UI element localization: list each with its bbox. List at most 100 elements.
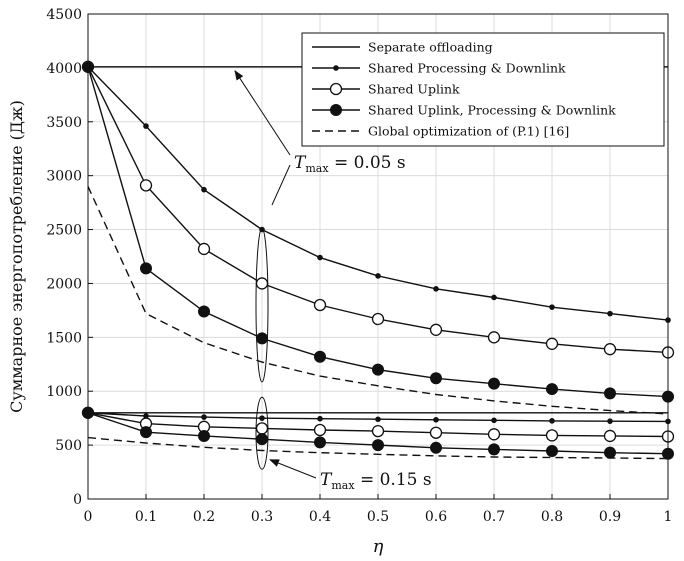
data-point <box>372 363 384 376</box>
x-tick-label: 0.4 <box>309 509 331 525</box>
annotation-tmax-0-15: Tmax = 0.15 s <box>320 470 432 492</box>
annotations: Tmax = 0.05 s Tmax = 0.15 s <box>234 69 432 492</box>
y-tick-label: 500 <box>55 438 82 454</box>
data-point <box>604 387 616 400</box>
data-point <box>143 413 149 419</box>
annotation-arrow-0-15 <box>269 459 317 479</box>
data-point <box>433 416 439 423</box>
annotation-tmax-0-05: Tmax = 0.05 s <box>294 153 406 175</box>
y-tick-label: 3500 <box>46 115 82 131</box>
data-point <box>314 350 326 363</box>
data-point <box>314 436 326 449</box>
data-point <box>375 273 381 279</box>
series-8 <box>82 406 674 460</box>
data-point <box>317 415 323 422</box>
x-tick-label: 0 <box>84 509 93 525</box>
legend-entry: Separate offloading <box>312 40 493 55</box>
y-tick-label: 4500 <box>46 7 82 23</box>
legend: Separate offloading Shared Processing & D… <box>301 32 665 147</box>
legend-box <box>301 32 665 147</box>
legend-entry: Shared Uplink <box>312 82 460 97</box>
data-point <box>491 417 497 424</box>
series-line <box>87 186 669 415</box>
data-point <box>488 377 500 390</box>
legend-marker <box>329 82 343 96</box>
series-3 <box>82 60 674 403</box>
data-point <box>433 286 439 292</box>
data-point <box>198 305 210 318</box>
y-tick-label: 2500 <box>46 223 82 239</box>
data-point <box>603 343 617 356</box>
x-tick-label: 0.2 <box>193 509 215 525</box>
data-point <box>375 416 381 423</box>
data-point <box>259 226 265 233</box>
data-point <box>545 337 559 350</box>
series-7 <box>81 406 675 443</box>
data-point <box>197 242 211 256</box>
legend-label: Shared Uplink <box>368 82 460 97</box>
legend-marker <box>330 104 342 116</box>
axis-ticks: 0 0.1 0.2 0.3 0.4 0.5 0.6 0.7 0.8 0.9 1 0 500 1000 150… <box>46 7 672 525</box>
data-point <box>201 186 207 193</box>
series-9 <box>87 436 669 460</box>
x-tick-label: 0.7 <box>483 509 505 525</box>
data-point <box>429 426 443 439</box>
data-point <box>256 332 268 345</box>
y-tick-label: 4000 <box>46 61 82 77</box>
legend-marker <box>333 65 339 71</box>
data-point <box>372 439 384 452</box>
data-point <box>488 443 500 456</box>
y-tick-label: 1000 <box>46 384 82 400</box>
legend-entry: Global optimization of (P.1) [16] <box>312 124 569 139</box>
data-point <box>429 323 443 336</box>
data-point <box>313 423 327 437</box>
legend-label: Shared Uplink, Processing & Downlink <box>368 103 616 118</box>
x-axis-title: η <box>373 536 384 557</box>
x-tick-label: 1 <box>664 509 673 525</box>
series-4 <box>87 186 669 415</box>
data-point <box>430 372 442 385</box>
group-ellipse-0-15 <box>255 396 269 470</box>
data-point <box>604 446 616 459</box>
x-tick-label: 0.6 <box>425 509 447 525</box>
data-point <box>201 414 207 420</box>
data-point <box>546 383 558 396</box>
data-point <box>256 433 268 446</box>
y-tick-label: 0 <box>73 492 82 508</box>
data-point <box>549 418 555 424</box>
annotation-arrow-0-05 <box>234 69 291 156</box>
x-tick-label: 0.5 <box>367 509 389 525</box>
legend-entry: Shared Uplink, Processing & Downlink <box>312 103 616 118</box>
y-tick-label: 1500 <box>46 330 82 346</box>
legend-label: Separate offloading <box>368 40 493 55</box>
y-tick-label: 3000 <box>46 169 82 185</box>
series-line <box>87 436 669 460</box>
data-point <box>603 429 617 443</box>
data-point <box>255 277 269 290</box>
data-point <box>430 441 442 454</box>
data-point <box>259 415 265 421</box>
x-tick-label: 0.8 <box>541 509 563 525</box>
data-point <box>143 123 149 129</box>
data-point <box>545 429 559 442</box>
data-point <box>140 262 152 275</box>
series-1 <box>85 64 671 323</box>
legend-entry: Shared Processing & Downlink <box>312 61 566 76</box>
legend-label: Global optimization of (P.1) [16] <box>368 124 569 139</box>
data-point <box>317 254 323 261</box>
data-point <box>487 331 501 344</box>
x-tick-label: 0.1 <box>135 509 157 525</box>
annotation-connector-0-05 <box>271 164 291 206</box>
data-point <box>140 426 152 439</box>
data-point <box>255 422 269 435</box>
data-point <box>549 304 555 310</box>
x-tick-label: 0.3 <box>251 509 273 525</box>
data-point <box>607 310 613 317</box>
data-point <box>313 298 327 312</box>
data-point <box>607 418 613 424</box>
y-tick-label: 2000 <box>46 276 82 292</box>
data-point <box>371 312 385 326</box>
data-point <box>198 429 210 442</box>
x-tick-label: 0.9 <box>599 509 621 525</box>
